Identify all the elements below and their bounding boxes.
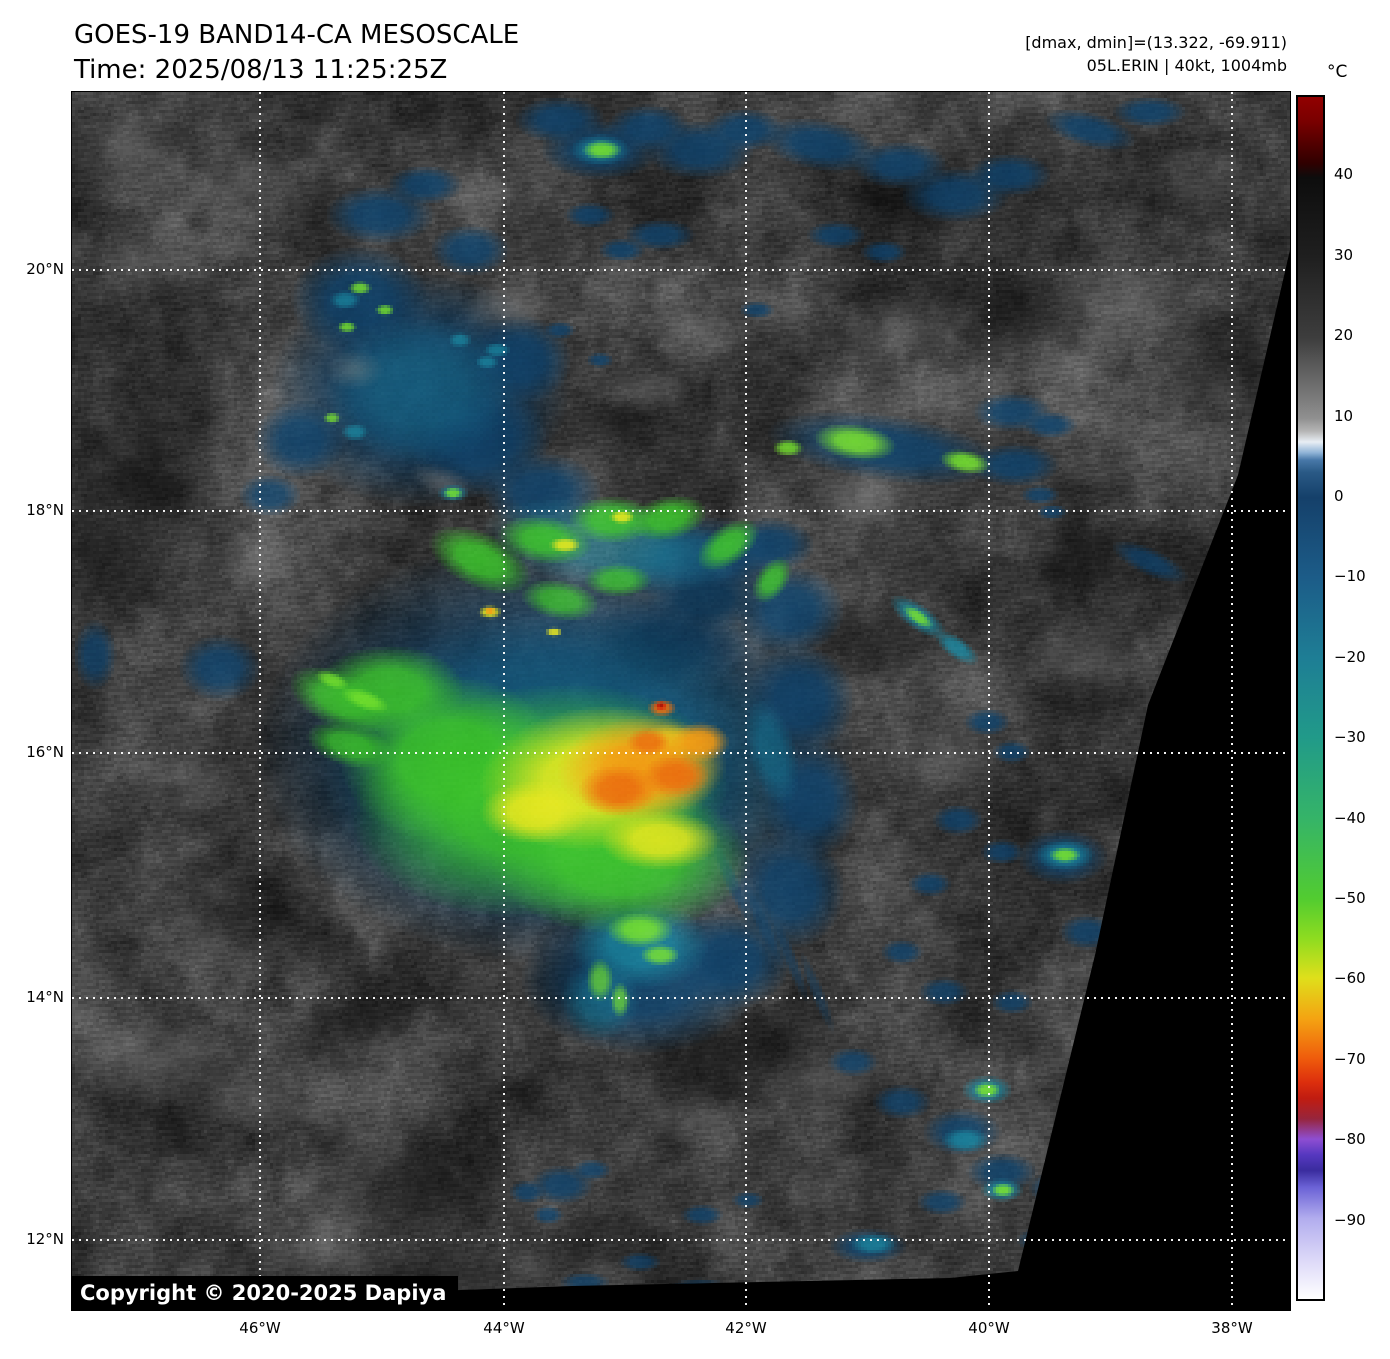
colorbar-tick-label: −30: [1334, 728, 1366, 747]
gridline-vertical: [1231, 92, 1233, 1310]
colorbar-tick-label: −40: [1334, 808, 1366, 827]
colorbar-unit-label: °C: [1327, 62, 1348, 82]
figure-timestamp: Time: 2025/08/13 11:25:25Z: [74, 54, 448, 85]
gridline-horizontal: [72, 269, 1290, 271]
colorbar-tick-label: −90: [1334, 1210, 1366, 1229]
temperature-colorbar: [1296, 95, 1325, 1301]
gridline-horizontal: [72, 997, 1290, 999]
lat-tick-label: 14°N: [26, 988, 64, 1006]
satellite-ir-image: [72, 92, 1290, 1310]
gridline-vertical: [988, 92, 990, 1310]
colorbar-tick-label: 40: [1334, 165, 1354, 184]
lat-tick-label: 16°N: [26, 743, 64, 761]
gridline-vertical: [259, 92, 261, 1310]
lon-tick-label: 40°W: [968, 1319, 1010, 1337]
gridline-vertical: [503, 92, 505, 1310]
gridline-horizontal: [72, 752, 1290, 754]
satellite-map-axes: Copyright © 2020-2025 Dapiya: [71, 91, 1291, 1311]
storm-status-readout: 05L.ERIN | 40kt, 1004mb: [1086, 56, 1287, 76]
colorbar-tick-label: −60: [1334, 969, 1366, 988]
colorbar-tick-label: −20: [1334, 647, 1366, 666]
gridline-horizontal: [72, 1239, 1290, 1241]
gridline-horizontal: [72, 510, 1290, 512]
info-block: [dmax, dmin]=(13.322, -69.911) 05L.ERIN …: [1025, 31, 1287, 77]
colorbar-tick-label: −80: [1334, 1130, 1366, 1149]
lat-tick-label: 20°N: [26, 260, 64, 278]
lat-tick-label: 18°N: [26, 501, 64, 519]
figure-title: GOES-19 BAND14-CA MESOSCALE: [74, 20, 520, 50]
colorbar-tick-label: 20: [1334, 326, 1354, 345]
colorbar-tick-label: 10: [1334, 406, 1354, 425]
gridline-vertical: [745, 92, 747, 1310]
lon-tick-label: 44°W: [483, 1319, 525, 1337]
copyright-label: Copyright © 2020-2025 Dapiya: [72, 1276, 459, 1310]
colorbar-tick-label: 0: [1334, 486, 1344, 505]
lon-tick-label: 42°W: [725, 1319, 767, 1337]
colorbar-tick-label: 30: [1334, 245, 1354, 264]
colorbar-tick-label: −10: [1334, 567, 1366, 586]
colorbar-tick-label: −50: [1334, 889, 1366, 908]
colorbar-tick-label: −70: [1334, 1049, 1366, 1068]
title-block: GOES-19 BAND14-CA MESOSCALE Time: 2025/0…: [74, 18, 519, 87]
lon-tick-label: 38°W: [1211, 1319, 1253, 1337]
lat-tick-label: 12°N: [26, 1230, 64, 1248]
lon-tick-label: 46°W: [239, 1319, 281, 1337]
dmax-dmin-readout: [dmax, dmin]=(13.322, -69.911): [1025, 33, 1287, 52]
